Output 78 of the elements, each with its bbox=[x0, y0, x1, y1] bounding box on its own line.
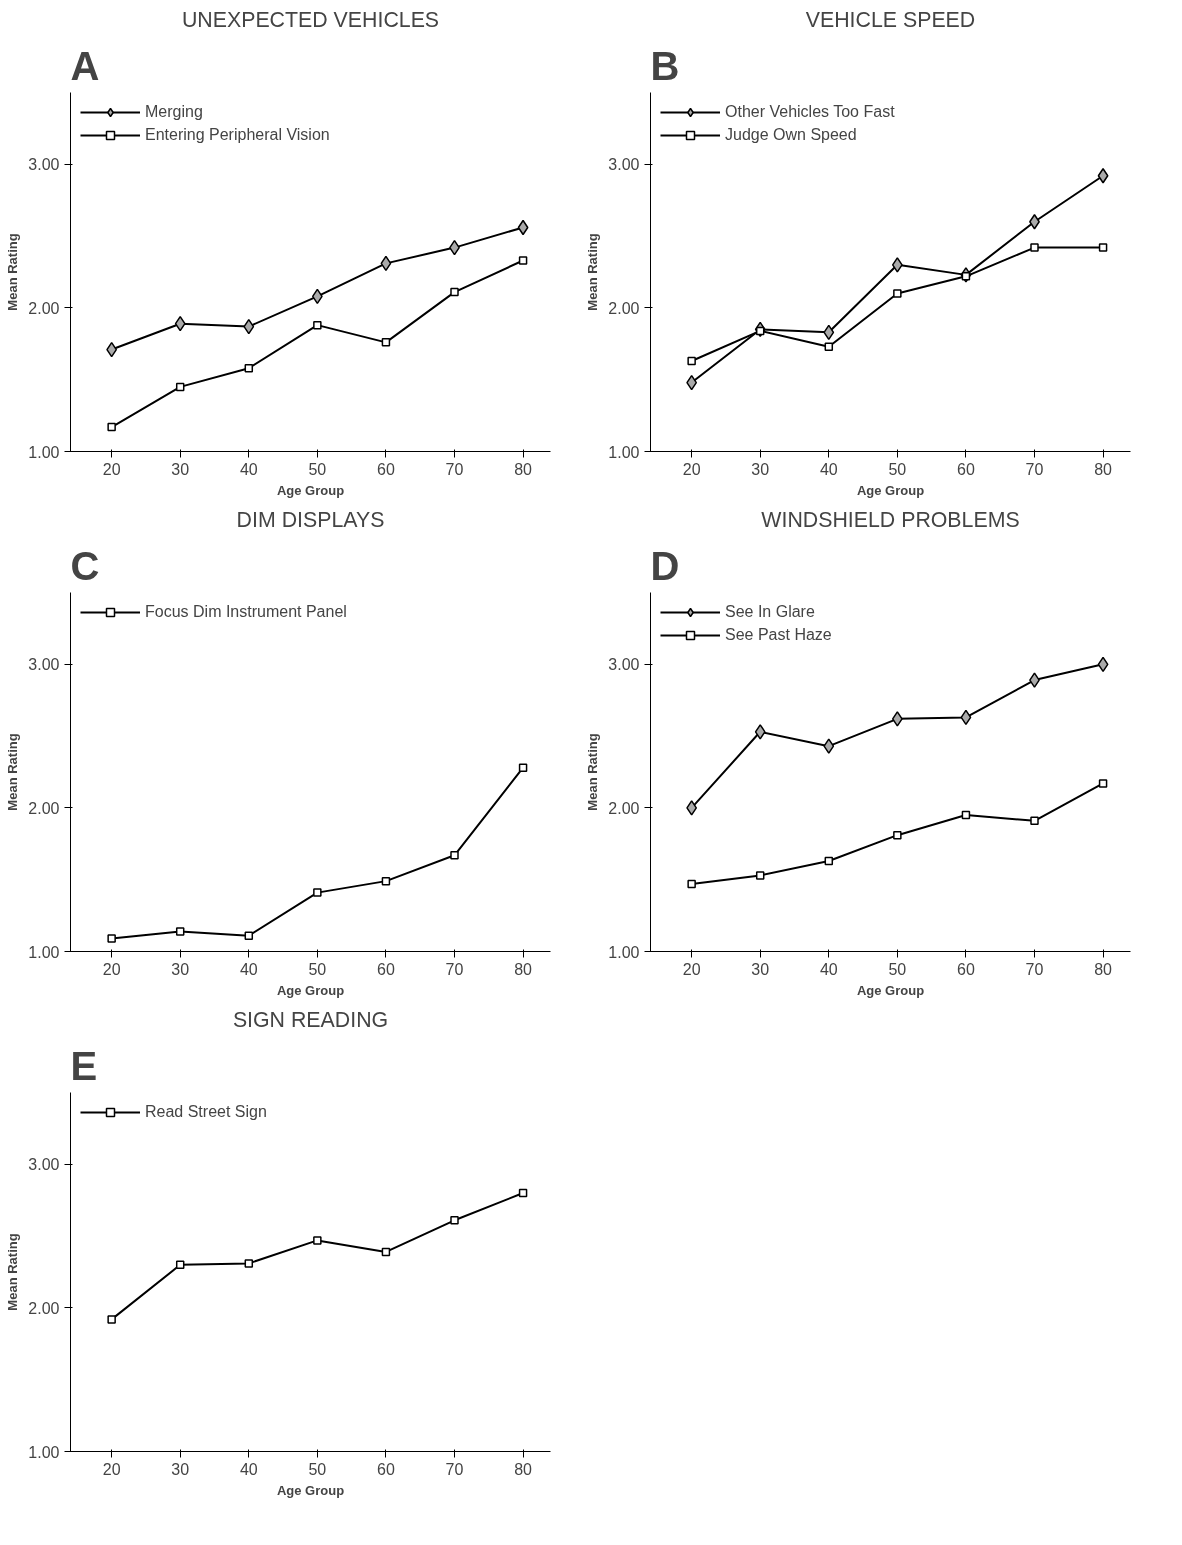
y-tick-label: 1.00 bbox=[28, 443, 60, 461]
x-tick-label: 20 bbox=[102, 1460, 121, 1478]
x-tick-label: 50 bbox=[308, 460, 327, 478]
y-tick-label: 3.00 bbox=[28, 656, 60, 674]
x-tick-label: 50 bbox=[888, 460, 907, 478]
y-tick-label: 3.00 bbox=[608, 156, 640, 174]
y-tick-label: 1.00 bbox=[608, 443, 640, 461]
text: A bbox=[70, 43, 100, 88]
x-tick-label: 40 bbox=[819, 460, 838, 478]
y-tick-label: 2.00 bbox=[608, 799, 640, 817]
x-tick-label: 30 bbox=[171, 1460, 190, 1478]
text: D bbox=[650, 543, 680, 588]
x-tick-label: 30 bbox=[171, 960, 190, 978]
chart-title: VEHICLE SPEED bbox=[805, 7, 976, 32]
y-tick-label: 1.00 bbox=[608, 943, 640, 961]
legend-label: Read Street Sign bbox=[145, 1103, 267, 1121]
x-tick-label: 30 bbox=[751, 460, 770, 478]
y-axis-title: Mean Rating bbox=[5, 1233, 21, 1311]
y-tick-label: 3.00 bbox=[28, 156, 60, 174]
chart-title: UNEXPECTED VEHICLES bbox=[181, 7, 440, 32]
x-tick-label: 60 bbox=[957, 460, 975, 478]
x-axis-title: Age Group bbox=[856, 982, 925, 998]
x-tick-label: 80 bbox=[514, 460, 533, 478]
legend-label: Judge Own Speed bbox=[725, 126, 857, 144]
x-tick-label: 50 bbox=[308, 1460, 327, 1478]
legend-label: Other Vehicles Too Fast bbox=[725, 103, 895, 121]
x-tick-label: 80 bbox=[514, 960, 533, 978]
x-tick-label: 20 bbox=[682, 460, 701, 478]
x-tick-label: 80 bbox=[1094, 460, 1113, 478]
y-tick-label: 3.00 bbox=[28, 1156, 60, 1174]
y-tick-label: 2.00 bbox=[28, 299, 60, 317]
y-tick-label: 2.00 bbox=[608, 299, 640, 317]
x-tick-label: 60 bbox=[377, 460, 395, 478]
y-tick-label: 1.00 bbox=[28, 1443, 60, 1461]
y-axis-title: Mean Rating bbox=[5, 233, 21, 311]
x-tick-label: 30 bbox=[171, 460, 190, 478]
y-tick-label: 1.00 bbox=[28, 943, 60, 961]
x-tick-label: 60 bbox=[957, 960, 975, 978]
x-axis-title: Age Group bbox=[856, 482, 925, 498]
x-tick-label: 60 bbox=[377, 1460, 395, 1478]
x-tick-label: 60 bbox=[377, 960, 395, 978]
y-axis-title: Mean Rating bbox=[585, 733, 601, 811]
x-tick-label: 20 bbox=[102, 460, 121, 478]
legend-label: Entering Peripheral Vision bbox=[145, 126, 330, 144]
x-tick-label: 70 bbox=[1025, 960, 1044, 978]
y-tick-label: 3.00 bbox=[608, 656, 640, 674]
text: C bbox=[70, 543, 100, 588]
x-axis-title: Age Group bbox=[276, 482, 345, 498]
x-tick-label: 80 bbox=[514, 1460, 533, 1478]
x-tick-label: 70 bbox=[445, 1460, 464, 1478]
x-tick-label: 50 bbox=[308, 960, 327, 978]
text: B bbox=[650, 43, 680, 88]
legend-label: Merging bbox=[145, 103, 203, 121]
chart-title: WINDSHIELD PROBLEMS bbox=[761, 507, 1020, 532]
x-tick-label: 70 bbox=[445, 460, 464, 478]
x-tick-label: 30 bbox=[751, 960, 770, 978]
legend-label: See In Glare bbox=[725, 603, 815, 621]
y-axis-title: Mean Rating bbox=[5, 733, 21, 811]
legend-label: Focus Dim Instrument Panel bbox=[145, 603, 347, 621]
x-axis-title: Age Group bbox=[276, 982, 345, 998]
x-tick-label: 70 bbox=[1025, 460, 1044, 478]
legend-label: See Past Haze bbox=[725, 626, 832, 644]
x-tick-label: 40 bbox=[239, 460, 258, 478]
x-tick-label: 50 bbox=[888, 960, 907, 978]
chart-title: DIM DISPLAYS bbox=[236, 507, 385, 532]
chart-title: SIGN READING bbox=[232, 1007, 389, 1032]
x-tick-label: 70 bbox=[445, 960, 464, 978]
x-tick-label: 20 bbox=[102, 960, 121, 978]
x-tick-label: 40 bbox=[239, 960, 258, 978]
y-tick-label: 2.00 bbox=[28, 1299, 60, 1317]
x-tick-label: 20 bbox=[682, 960, 701, 978]
x-axis-title: Age Group bbox=[276, 1482, 345, 1498]
text: E bbox=[70, 1043, 98, 1088]
x-tick-label: 40 bbox=[819, 960, 838, 978]
x-tick-label: 80 bbox=[1094, 960, 1113, 978]
x-tick-label: 40 bbox=[239, 1460, 258, 1478]
y-tick-label: 2.00 bbox=[28, 799, 60, 817]
y-axis-title: Mean Rating bbox=[585, 233, 601, 311]
